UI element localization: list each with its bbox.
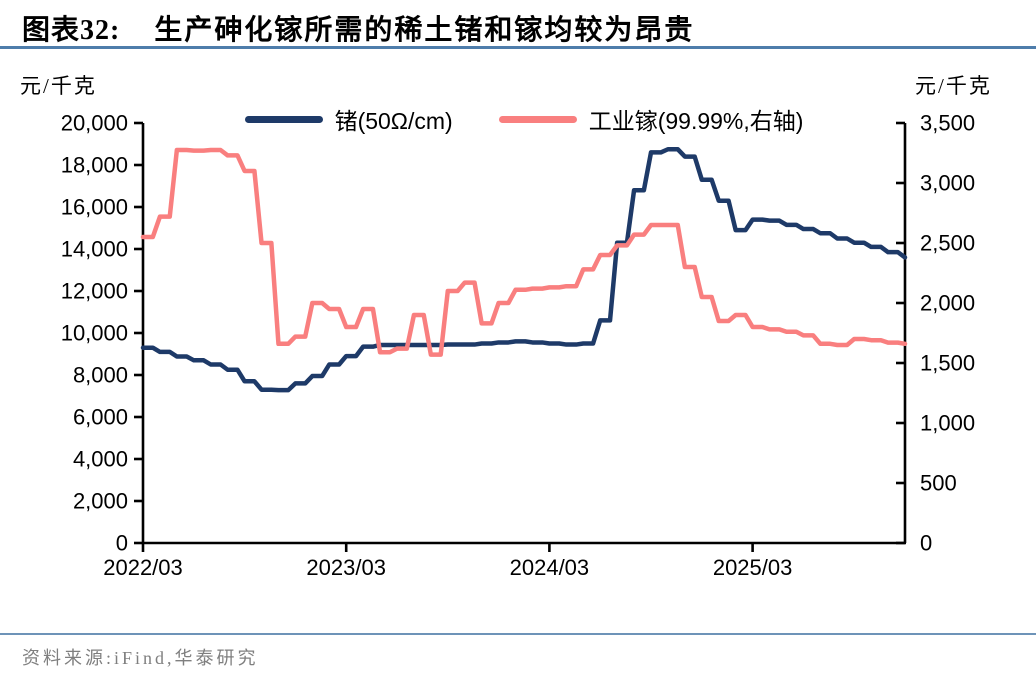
right-axis-unit-label: 元/千克	[915, 74, 992, 98]
right-axis-tick-label: 0	[920, 531, 932, 556]
left-axis-tick-label: 4,000	[73, 447, 128, 472]
right-axis-tick-label: 500	[920, 471, 957, 496]
x-axis-tick-label: 2025/03	[713, 555, 793, 580]
left-axis-tick-label: 20,000	[61, 111, 128, 136]
left-axis-tick-label: 12,000	[61, 279, 128, 304]
left-axis-tick-label: 0	[116, 531, 128, 556]
footer-divider-rule	[0, 633, 1036, 635]
left-axis-tick-label: 2,000	[73, 489, 128, 514]
series-line-germanium	[140, 147, 908, 393]
left-axis-tick-label: 6,000	[73, 405, 128, 430]
source-line: 资料来源:iFind,华泰研究	[22, 648, 259, 668]
right-axis-tick-label: 2,000	[920, 291, 975, 316]
left-axis-unit-label: 元/千克	[20, 74, 97, 98]
figure-title: 图表32: 生产砷化镓所需的稀土锗和镓均较为昂贵	[22, 8, 1022, 48]
right-axis-tick-label: 1,500	[920, 351, 975, 376]
right-axis-tick-label: 2,500	[920, 231, 975, 256]
right-axis-tick-label: 3,000	[920, 171, 975, 196]
figure-number-label: 图表32:	[22, 15, 121, 46]
left-axis-tick-label: 14,000	[61, 237, 128, 262]
right-axis-tick-label: 3,500	[920, 111, 975, 136]
x-axis-tick-label: 2022/03	[103, 555, 183, 580]
title-divider-rule	[0, 46, 1036, 49]
left-axis-tick-label: 16,000	[61, 195, 128, 220]
x-axis-tick-label: 2024/03	[510, 555, 590, 580]
left-axis-tick-label: 18,000	[61, 153, 128, 178]
left-axis-tick-label: 8,000	[73, 363, 128, 388]
right-axis-tick-label: 1,000	[920, 411, 975, 436]
left-axis-tick-label: 10,000	[61, 321, 128, 346]
figure-title-text: 生产砷化镓所需的稀土锗和镓均较为昂贵	[154, 15, 695, 46]
x-axis-tick-label: 2023/03	[306, 555, 386, 580]
series-line-gallium	[140, 147, 908, 357]
